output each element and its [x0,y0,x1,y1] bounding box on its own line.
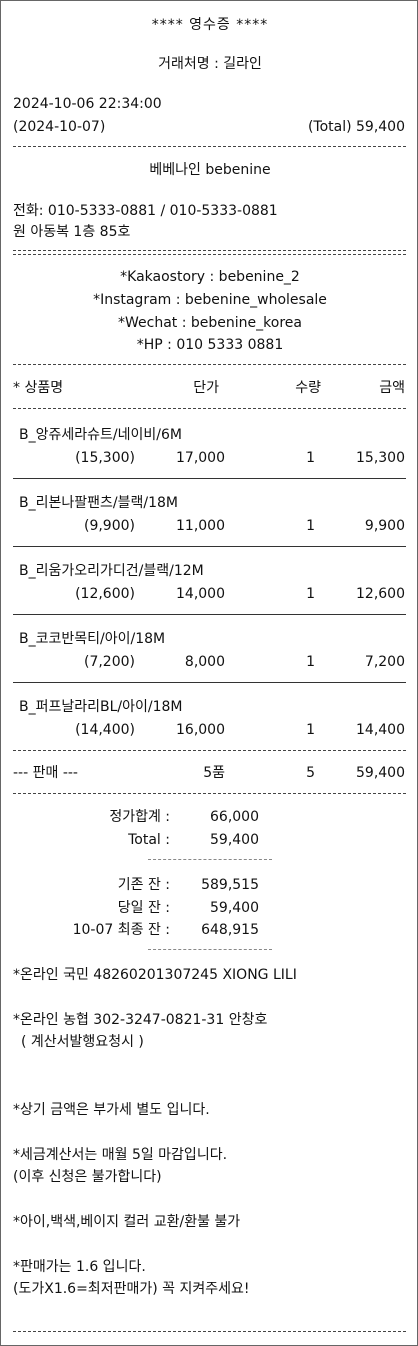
item-qty: 1 [306,722,315,738]
header-total: (Total) 59,400 [307,119,405,135]
final-balance-label: 10-07 최종 잔 : [72,922,170,938]
item-price: 17,000 [176,450,225,466]
item-name: B_리움가오리가디건/블랙/12M [19,563,204,579]
item-divider [13,478,406,479]
item-name: B_코코반목티/아이/18M [19,631,166,647]
total-value: 59,400 [210,832,259,848]
item-cost: (15,300) [75,450,135,466]
total-label: Total : [128,832,170,848]
item-amount: 7,200 [364,654,405,670]
item-cost: (7,200) [83,654,135,670]
social-hp: *HP : 010 5333 0881 [136,337,284,353]
item-price: 8,000 [184,654,225,670]
transaction-date: (2024-10-07) [13,119,106,135]
item-divider [13,682,406,683]
item-price: 16,000 [176,722,225,738]
item-name: B_리본나팔팬츠/블랙/18M [19,495,178,511]
divider [13,750,406,751]
sales-summary-count: 5품 [203,765,225,781]
divider [13,146,406,147]
shop-address: 원 아동복 1층 85호 [13,224,131,240]
item-qty: 1 [306,586,315,602]
today-balance-value: 59,400 [210,900,259,916]
short-divider [148,859,272,860]
social-kakaostory: *Kakaostory : bebenine_2 [120,269,300,285]
item-cost: (9,900) [83,518,135,534]
exchange-notice: *아이,백색,베이지 컬러 교환/환불 불가 [13,1214,241,1230]
item-qty: 1 [306,450,315,466]
final-balance-value: 648,915 [201,922,259,938]
list-price-total-label: 정가합계 : [109,809,170,825]
column-unit-price: 단가 [193,380,219,396]
item-name: B_퍼프날라리BL/아이/18M [19,699,183,715]
item-price: 14,000 [176,586,225,602]
transaction-datetime: 2024-10-06 22:34:00 [13,96,162,112]
shop-phone: 전화: 010-5333-0881 / 010-5333-0881 [13,203,278,219]
item-amount: 14,400 [356,722,405,738]
social-wechat: *Wechat : bebenine_korea [118,315,302,331]
short-divider [148,949,272,950]
item-cost: (12,600) [75,586,135,602]
divider [13,1331,406,1332]
column-amount: 금액 [379,380,405,396]
shop-name: 베베나인 bebenine [149,162,271,178]
item-cost: (14,400) [75,722,135,738]
item-qty: 1 [306,518,315,534]
previous-balance-label: 기존 잔 : [117,877,170,893]
tax-invoice-subnote: (이후 신청은 불가합니다) [13,1169,162,1185]
social-instagram: *Instagram : bebenine_wholesale [93,292,327,308]
divider [13,793,406,794]
bank-account-1: *온라인 국민 48260201307245 XIONG LILI [13,967,297,983]
receipt-title: **** 영수증 **** [151,17,269,33]
item-amount: 15,300 [356,450,405,466]
client-name: 거래처명 : 길라인 [158,56,262,72]
sales-summary-amount: 59,400 [356,765,405,781]
today-balance-label: 당일 잔 : [117,900,170,916]
divider [13,364,406,365]
previous-balance-value: 589,515 [201,877,259,893]
item-price: 11,000 [176,518,225,534]
item-amount: 12,600 [356,586,405,602]
vat-notice: *상기 금액은 부가세 별도 입니다. [13,1102,210,1118]
bank-account-2: *온라인 농협 302-3247-0821-31 안창호 [13,1012,268,1028]
item-qty: 1 [306,654,315,670]
divider [13,408,406,409]
item-amount: 9,900 [364,518,405,534]
item-divider [13,546,406,547]
sale-price-notice: *판매가는 1.6 입니다. [13,1259,146,1275]
column-quantity: 수량 [295,380,321,396]
sales-summary-label: --- 판매 --- [13,765,78,781]
item-name: B_앙쥬세라슈트/네이비/6M [19,427,182,443]
sales-summary-qty: 5 [306,765,315,781]
column-product-name: * 상품명 [13,380,64,396]
tax-invoice-notice: *세금계산서는 매월 5일 마감입니다. [13,1147,228,1163]
bank-account-2-note: ( 계산서발행요청시 ) [21,1034,144,1050]
list-price-total-value: 66,000 [210,809,259,825]
item-divider [13,614,406,615]
sale-price-subnote: (도가X1.6=최저판매가) 꼭 지켜주세요! [13,1281,250,1297]
double-divider [13,250,406,255]
